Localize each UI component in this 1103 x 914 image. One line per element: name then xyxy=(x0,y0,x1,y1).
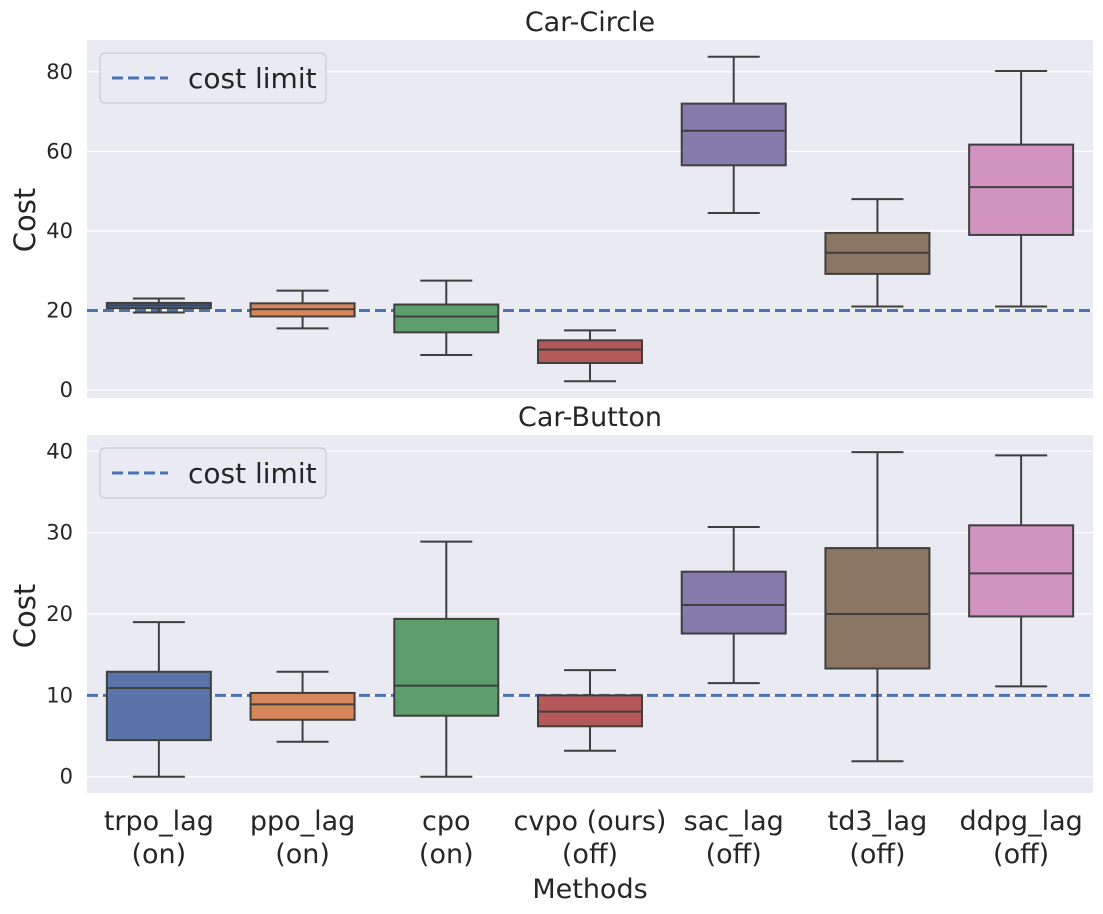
x-tick-sublabel: (off) xyxy=(706,839,762,870)
y-tick-label: 40 xyxy=(46,219,73,243)
x-tick-sublabel: (on) xyxy=(132,839,187,870)
x-tick-sublabel: (off) xyxy=(993,839,1049,870)
box-ddpg-lag xyxy=(968,454,1075,688)
x-axis-label: Methods xyxy=(532,874,647,905)
box-iqr xyxy=(393,617,500,717)
legend-frame xyxy=(99,447,327,499)
box-iqr xyxy=(680,102,787,167)
x-tick-sublabel: (off) xyxy=(849,839,905,870)
y-tick-label: 20 xyxy=(46,602,73,626)
box-ddpg-lag xyxy=(968,70,1075,308)
x-tick-label: sac_lag xyxy=(684,806,784,837)
box-cvpo-ours xyxy=(537,329,643,383)
box-ppo-lag xyxy=(249,289,356,330)
chart-title-car-button: Car-Button xyxy=(518,402,662,433)
y-tick-label: 0 xyxy=(60,765,73,789)
y-tick-label: 0 xyxy=(60,378,73,402)
box-trpo-lag xyxy=(105,621,212,778)
x-tick-labels: trpo_lag(on)ppo_lag(on)cpo(on)cvpo (ours… xyxy=(104,806,1083,870)
x-tick-label: trpo_lag xyxy=(104,806,214,837)
box-iqr xyxy=(249,691,356,721)
box-td3-lag xyxy=(824,451,931,763)
y-tick-label: 20 xyxy=(46,298,73,322)
legend-car-button: cost limit xyxy=(99,447,327,499)
y-tick-label: 30 xyxy=(46,521,73,545)
subplot-car-circle: 0 20 40 60 80 cost limit Car-Circle Cost xyxy=(8,7,1093,402)
legend-frame xyxy=(99,52,327,104)
legend-label: cost limit xyxy=(188,457,317,490)
y-axis-label-car-circle: Cost xyxy=(8,188,42,252)
subplot-car-button: 0 10 20 30 40 cost limit Car-Button Cost xyxy=(8,402,1093,793)
box-ppo-lag xyxy=(249,670,356,743)
box-iqr xyxy=(105,670,212,742)
box-iqr xyxy=(680,570,787,635)
x-tick-label: td3_lag xyxy=(828,806,928,837)
y-tick-label: 10 xyxy=(46,683,73,707)
box-cvpo-ours xyxy=(537,669,643,752)
box-iqr xyxy=(824,547,931,670)
box-iqr xyxy=(968,524,1075,618)
box-iqr xyxy=(537,339,643,364)
x-tick-sublabel: (on) xyxy=(275,839,330,870)
box-sac-lag xyxy=(680,525,787,685)
box-cpo xyxy=(393,540,500,778)
box-cpo xyxy=(393,279,500,357)
box-trpo-lag xyxy=(105,297,212,314)
y-tick-label: 60 xyxy=(46,139,73,163)
chart-title-car-circle: Car-Circle xyxy=(525,7,655,38)
x-tick-sublabel: (off) xyxy=(562,839,618,870)
y-tick-label: 80 xyxy=(46,60,73,84)
box-sac-lag xyxy=(680,55,787,215)
x-tick-label: ddpg_lag xyxy=(960,806,1083,837)
box-iqr xyxy=(393,303,500,334)
legend-car-circle: cost limit xyxy=(99,52,327,104)
y-ticks-car-button: 0 10 20 30 40 xyxy=(46,439,73,788)
y-axis-label-car-button: Cost xyxy=(8,584,42,648)
x-tick-label: ppo_lag xyxy=(250,806,355,837)
y-tick-label: 40 xyxy=(46,439,73,463)
y-ticks-car-circle: 0 20 40 60 80 xyxy=(46,60,73,402)
boxes-car-circle xyxy=(105,55,1075,383)
box-td3-lag xyxy=(824,198,931,308)
x-tick-label: cvpo (ours) xyxy=(514,806,667,837)
box-iqr xyxy=(968,143,1075,236)
x-tick-label: cpo xyxy=(422,806,471,837)
legend-label: cost limit xyxy=(188,62,317,95)
x-tick-sublabel: (on) xyxy=(419,839,474,870)
boxes-car-button xyxy=(105,451,1075,778)
